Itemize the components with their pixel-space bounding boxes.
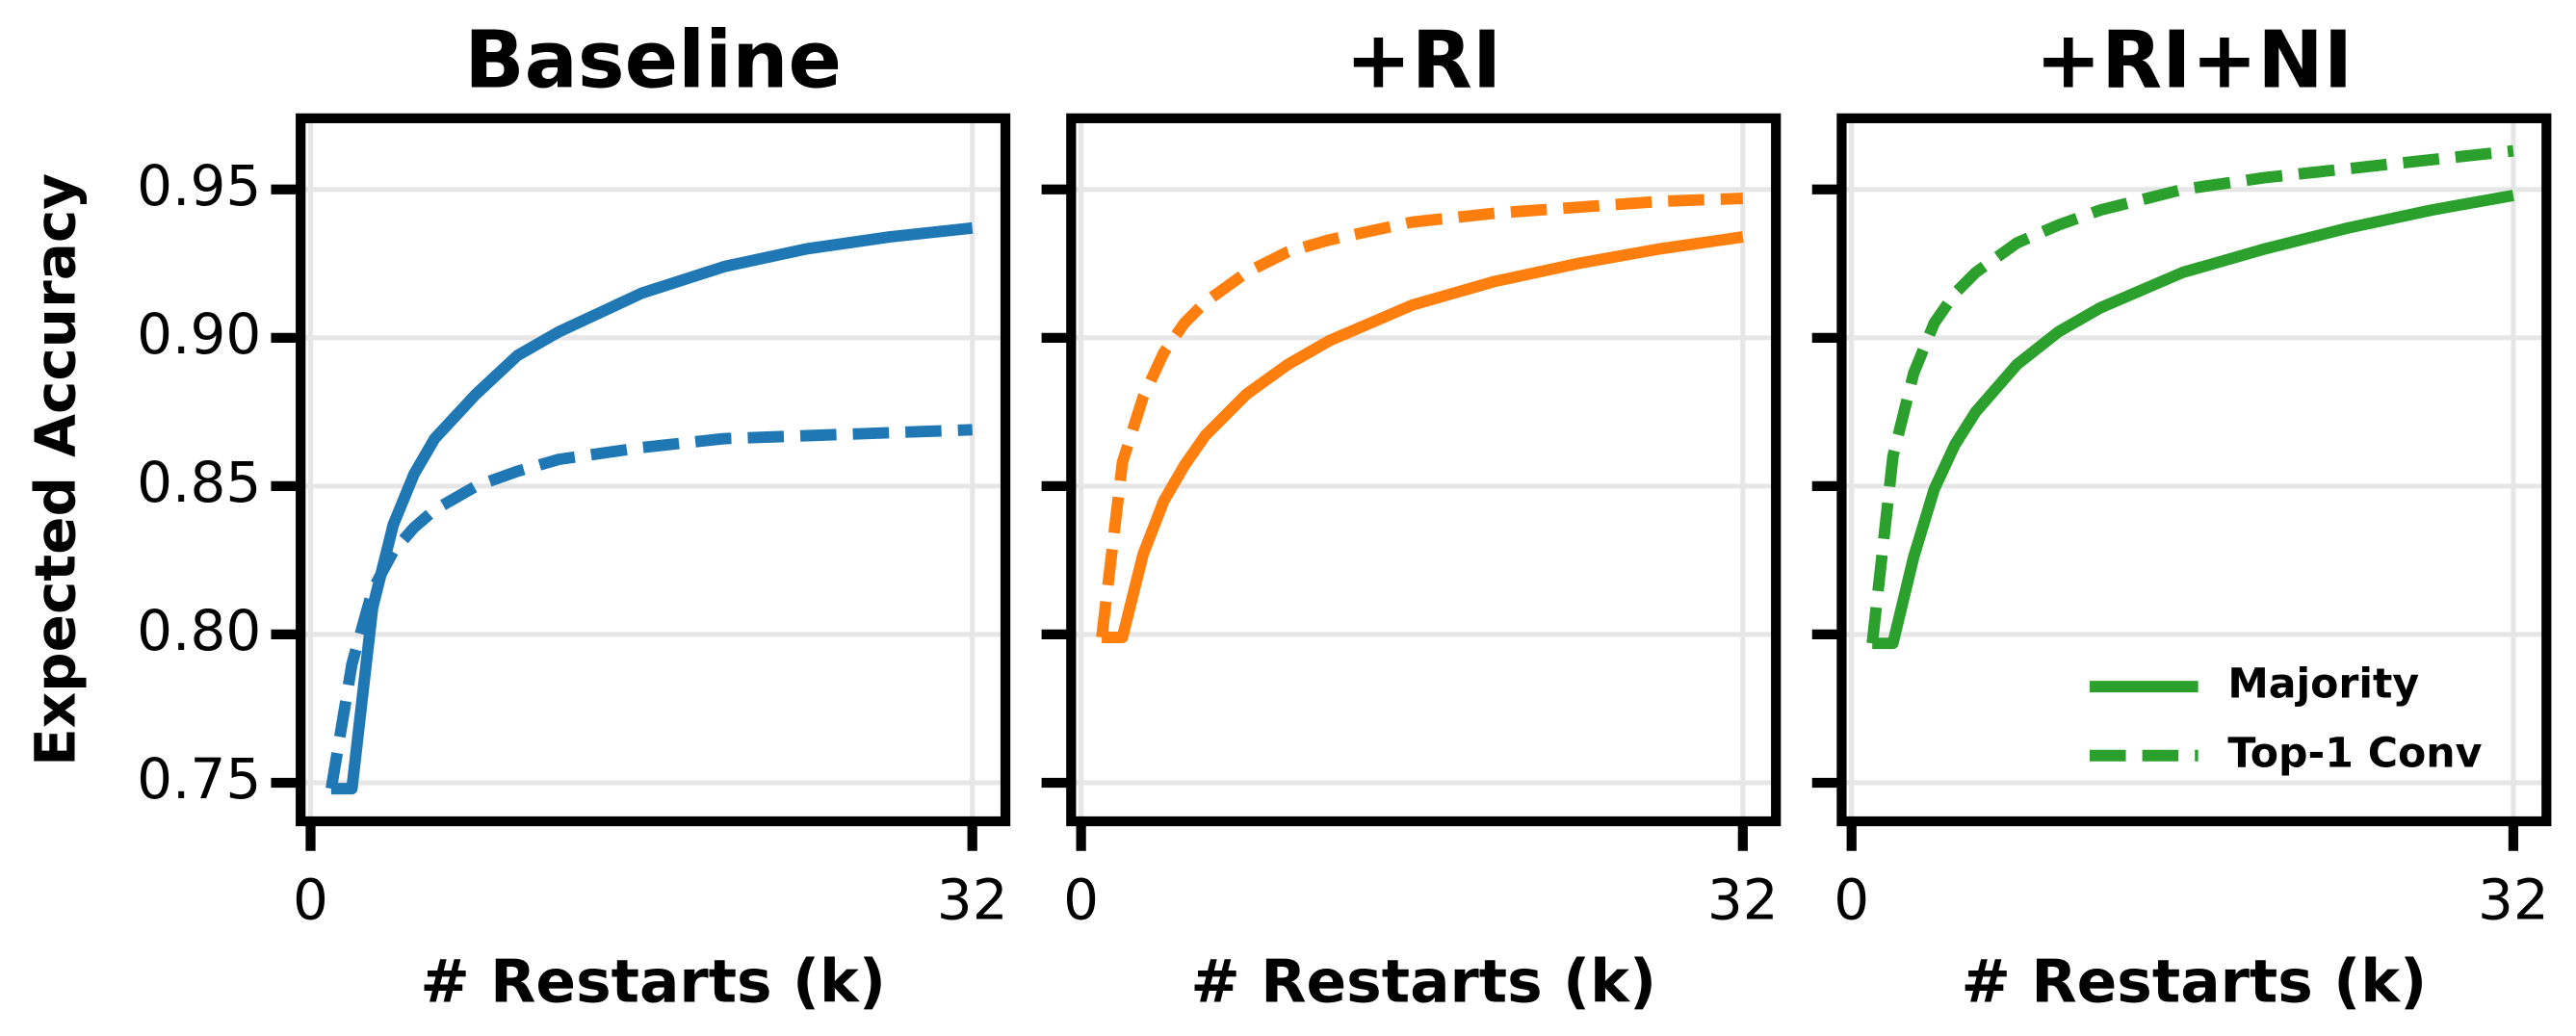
x-axis-label: # Restarts (k) bbox=[420, 948, 886, 1017]
plot-frame bbox=[1066, 113, 1782, 827]
x-axis-label: # Restarts (k) bbox=[1190, 948, 1656, 1017]
legend-label: Top-1 Conv bbox=[2227, 729, 2482, 777]
x-tick-label: 32 bbox=[1707, 867, 1779, 932]
x-tick-label: 0 bbox=[1834, 867, 1869, 932]
x-tick-label: 32 bbox=[937, 867, 1008, 932]
plot-frame bbox=[1836, 113, 2552, 827]
y-tick-label: 0.80 bbox=[137, 598, 261, 663]
data-line bbox=[1872, 190, 2514, 650]
legend-label: Majority bbox=[2227, 660, 2419, 709]
data-line bbox=[325, 424, 973, 790]
x-tick-label: 0 bbox=[1063, 867, 1099, 932]
y-tick-label: 0.75 bbox=[137, 746, 261, 812]
x-tick-label: 0 bbox=[293, 867, 328, 932]
data-line bbox=[330, 221, 974, 795]
data-line bbox=[1866, 144, 2514, 644]
plot-frame bbox=[296, 113, 1011, 827]
x-axis-label: # Restarts (k) bbox=[1962, 948, 2428, 1017]
x-tick-label: 32 bbox=[2478, 867, 2549, 932]
chart-title: Baseline bbox=[464, 15, 842, 107]
chart-title: +RI bbox=[1345, 15, 1501, 107]
y-tick-label: 0.85 bbox=[137, 450, 261, 515]
y-tick-label: 0.90 bbox=[137, 301, 261, 367]
chart-title: +RI+NI bbox=[2036, 15, 2354, 107]
data-line bbox=[1102, 231, 1744, 643]
y-tick-label: 0.95 bbox=[137, 153, 261, 219]
data-line bbox=[1096, 193, 1744, 638]
y-axis-label: Expected Accuracy bbox=[23, 173, 89, 766]
